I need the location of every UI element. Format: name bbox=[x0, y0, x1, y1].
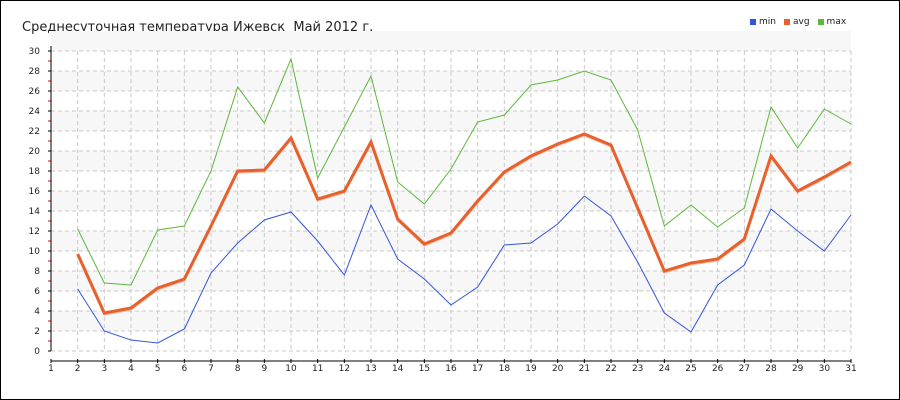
x-tick-label: 28 bbox=[765, 364, 777, 374]
legend-label-avg: avg bbox=[792, 17, 810, 27]
x-tick-label: 12 bbox=[339, 364, 350, 374]
x-tick-label: 31 bbox=[845, 364, 856, 374]
x-tick-label: 20 bbox=[552, 364, 564, 374]
y-tick-label: 28 bbox=[29, 67, 41, 77]
legend-swatch-avg bbox=[783, 19, 790, 25]
y-tick-label: 2 bbox=[34, 327, 40, 337]
y-tick-label: 24 bbox=[29, 107, 41, 117]
grid-band bbox=[51, 31, 851, 51]
x-tick-label: 10 bbox=[285, 364, 297, 374]
x-tick-label: 18 bbox=[499, 364, 511, 374]
legend-label-min: min bbox=[759, 17, 776, 27]
series-line-max bbox=[77, 57, 852, 286]
grid-band bbox=[51, 271, 851, 291]
legend-swatch-max bbox=[817, 19, 824, 25]
x-tick-label: 30 bbox=[819, 364, 831, 374]
legend-label-max: max bbox=[826, 17, 847, 27]
legend-item-max: max bbox=[817, 17, 847, 27]
x-tick-label: 21 bbox=[579, 364, 590, 374]
y-tick-label: 6 bbox=[34, 287, 40, 297]
x-tick-label: 13 bbox=[365, 364, 376, 374]
y-tick-label: 22 bbox=[29, 127, 40, 137]
x-tick-label: 27 bbox=[739, 364, 750, 374]
x-tick-label: 7 bbox=[208, 364, 214, 374]
y-tick-label: 20 bbox=[29, 147, 41, 157]
legend-item-min: min bbox=[750, 17, 776, 27]
x-tick-label: 24 bbox=[659, 364, 671, 374]
y-tick-label: 8 bbox=[34, 267, 40, 277]
y-tick-label: 14 bbox=[29, 207, 41, 217]
y-tick-label: 30 bbox=[29, 47, 41, 57]
x-tick-label: 3 bbox=[101, 364, 107, 374]
x-tick-label: 2 bbox=[75, 364, 81, 374]
x-tick-label: 9 bbox=[261, 364, 267, 374]
x-tick-label: 23 bbox=[632, 364, 643, 374]
x-tick-label: 5 bbox=[155, 364, 161, 374]
series-line-avg bbox=[76, 132, 852, 315]
x-tick-label: 29 bbox=[792, 364, 804, 374]
x-tick-label: 22 bbox=[605, 364, 616, 374]
y-tick-label: 26 bbox=[29, 87, 41, 97]
x-tick-label: 6 bbox=[181, 364, 187, 374]
x-tick-label: 19 bbox=[525, 364, 537, 374]
x-tick-label: 26 bbox=[712, 364, 724, 374]
legend: min avg max bbox=[750, 17, 846, 27]
x-tick-label: 8 bbox=[235, 364, 241, 374]
grid-band bbox=[51, 151, 851, 171]
x-tick-label: 17 bbox=[472, 364, 483, 374]
x-tick-label: 11 bbox=[312, 364, 323, 374]
y-tick-label: 16 bbox=[29, 187, 41, 197]
series-line-min bbox=[77, 195, 852, 344]
x-tick-label: 14 bbox=[392, 364, 404, 374]
x-tick-label: 4 bbox=[128, 364, 134, 374]
x-tick-label: 1 bbox=[48, 364, 54, 374]
y-tick-label: 0 bbox=[34, 347, 40, 357]
x-tick-label: 15 bbox=[419, 364, 430, 374]
legend-item-avg: avg bbox=[783, 17, 810, 27]
y-tick-label: 12 bbox=[29, 227, 40, 237]
y-tick-label: 4 bbox=[34, 307, 40, 317]
x-tick-label: 16 bbox=[445, 364, 457, 374]
y-tick-label: 18 bbox=[29, 167, 41, 177]
y-tick-label: 10 bbox=[29, 247, 41, 257]
legend-swatch-min bbox=[750, 19, 756, 25]
x-tick-label: 25 bbox=[685, 364, 696, 374]
